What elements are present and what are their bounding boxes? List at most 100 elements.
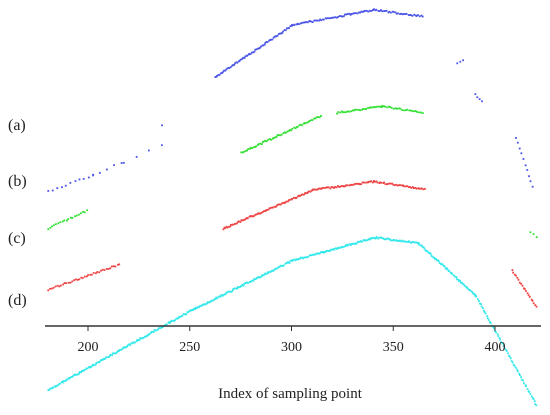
data-point [192, 308, 195, 310]
data-point [336, 248, 338, 250]
data-point [234, 62, 236, 65]
data-point [226, 67, 229, 70]
series-b [47, 105, 538, 239]
data-point [379, 236, 382, 239]
data-point [62, 283, 65, 286]
data-point [252, 215, 255, 218]
data-point [288, 27, 290, 29]
data-point [302, 257, 304, 260]
data-point [340, 185, 343, 187]
data-point [509, 357, 512, 360]
data-point [483, 309, 485, 312]
data-point [113, 352, 116, 355]
data-point [189, 309, 192, 312]
data-point [215, 75, 218, 78]
data-point [412, 187, 415, 190]
data-point [186, 311, 189, 314]
data-point [411, 186, 414, 188]
data-point [80, 371, 83, 374]
data-point [253, 214, 256, 217]
data-point [307, 191, 309, 194]
data-point [526, 388, 529, 390]
data-point [287, 200, 289, 203]
data-point [82, 177, 85, 180]
data-point [218, 295, 221, 298]
data-point [362, 107, 365, 110]
data-point [209, 300, 212, 302]
data-point [535, 236, 538, 239]
data-point [445, 267, 448, 270]
data-point [299, 256, 302, 259]
data-point [511, 361, 514, 364]
data-point [62, 380, 65, 383]
data-point [139, 337, 142, 339]
data-point [247, 148, 250, 150]
data-point [471, 292, 474, 295]
data-point [359, 11, 362, 14]
data-point [275, 204, 278, 207]
data-point [303, 256, 306, 259]
data-point [463, 284, 466, 287]
data-point [399, 107, 402, 110]
data-point [118, 263, 121, 266]
data-point [379, 105, 382, 108]
data-point [227, 290, 230, 293]
data-point [380, 181, 383, 184]
data-point [456, 62, 459, 65]
data-point [409, 186, 412, 188]
data-point [316, 252, 319, 255]
data-point [265, 41, 268, 43]
data-point [66, 378, 69, 381]
data-point [265, 209, 267, 212]
data-point [90, 273, 93, 276]
data-point [265, 273, 268, 275]
data-point [365, 9, 368, 12]
data-point [290, 259, 292, 262]
data-point [526, 169, 529, 171]
data-point [78, 372, 81, 375]
data-point [421, 15, 424, 18]
data-point [251, 215, 254, 218]
data-point [272, 36, 275, 39]
data-point [348, 243, 351, 246]
data-point [532, 302, 535, 305]
data-point [264, 42, 267, 44]
data-point [280, 133, 283, 136]
data-point [502, 344, 505, 347]
data-point [364, 9, 367, 12]
data-point [359, 109, 362, 112]
data-point [401, 109, 403, 111]
data-point [181, 314, 184, 317]
data-point [362, 10, 365, 13]
data-point [98, 171, 101, 174]
data-point [148, 333, 151, 336]
data-point [350, 183, 353, 186]
data-point [364, 239, 366, 242]
data-point [311, 254, 314, 256]
data-point [67, 218, 70, 220]
data-point [246, 149, 249, 152]
data-point [48, 389, 50, 391]
data-point [173, 319, 175, 322]
data-point [371, 106, 374, 109]
data-point [365, 181, 368, 184]
data-point [309, 20, 311, 22]
data-point [390, 107, 393, 109]
data-point [82, 369, 85, 372]
data-point [289, 25, 292, 28]
data-point [395, 183, 398, 186]
data-point [155, 329, 158, 332]
data-point [78, 178, 81, 181]
data-point [317, 116, 319, 118]
data-point [394, 11, 397, 14]
data-point [437, 260, 440, 263]
data-point [93, 364, 96, 367]
data-point [375, 8, 378, 11]
series-d [47, 236, 538, 407]
data-point [442, 264, 445, 267]
data-point [263, 273, 266, 276]
data-point [213, 298, 216, 301]
data-point [314, 253, 317, 256]
data-point [293, 23, 296, 26]
data-point [275, 135, 278, 138]
